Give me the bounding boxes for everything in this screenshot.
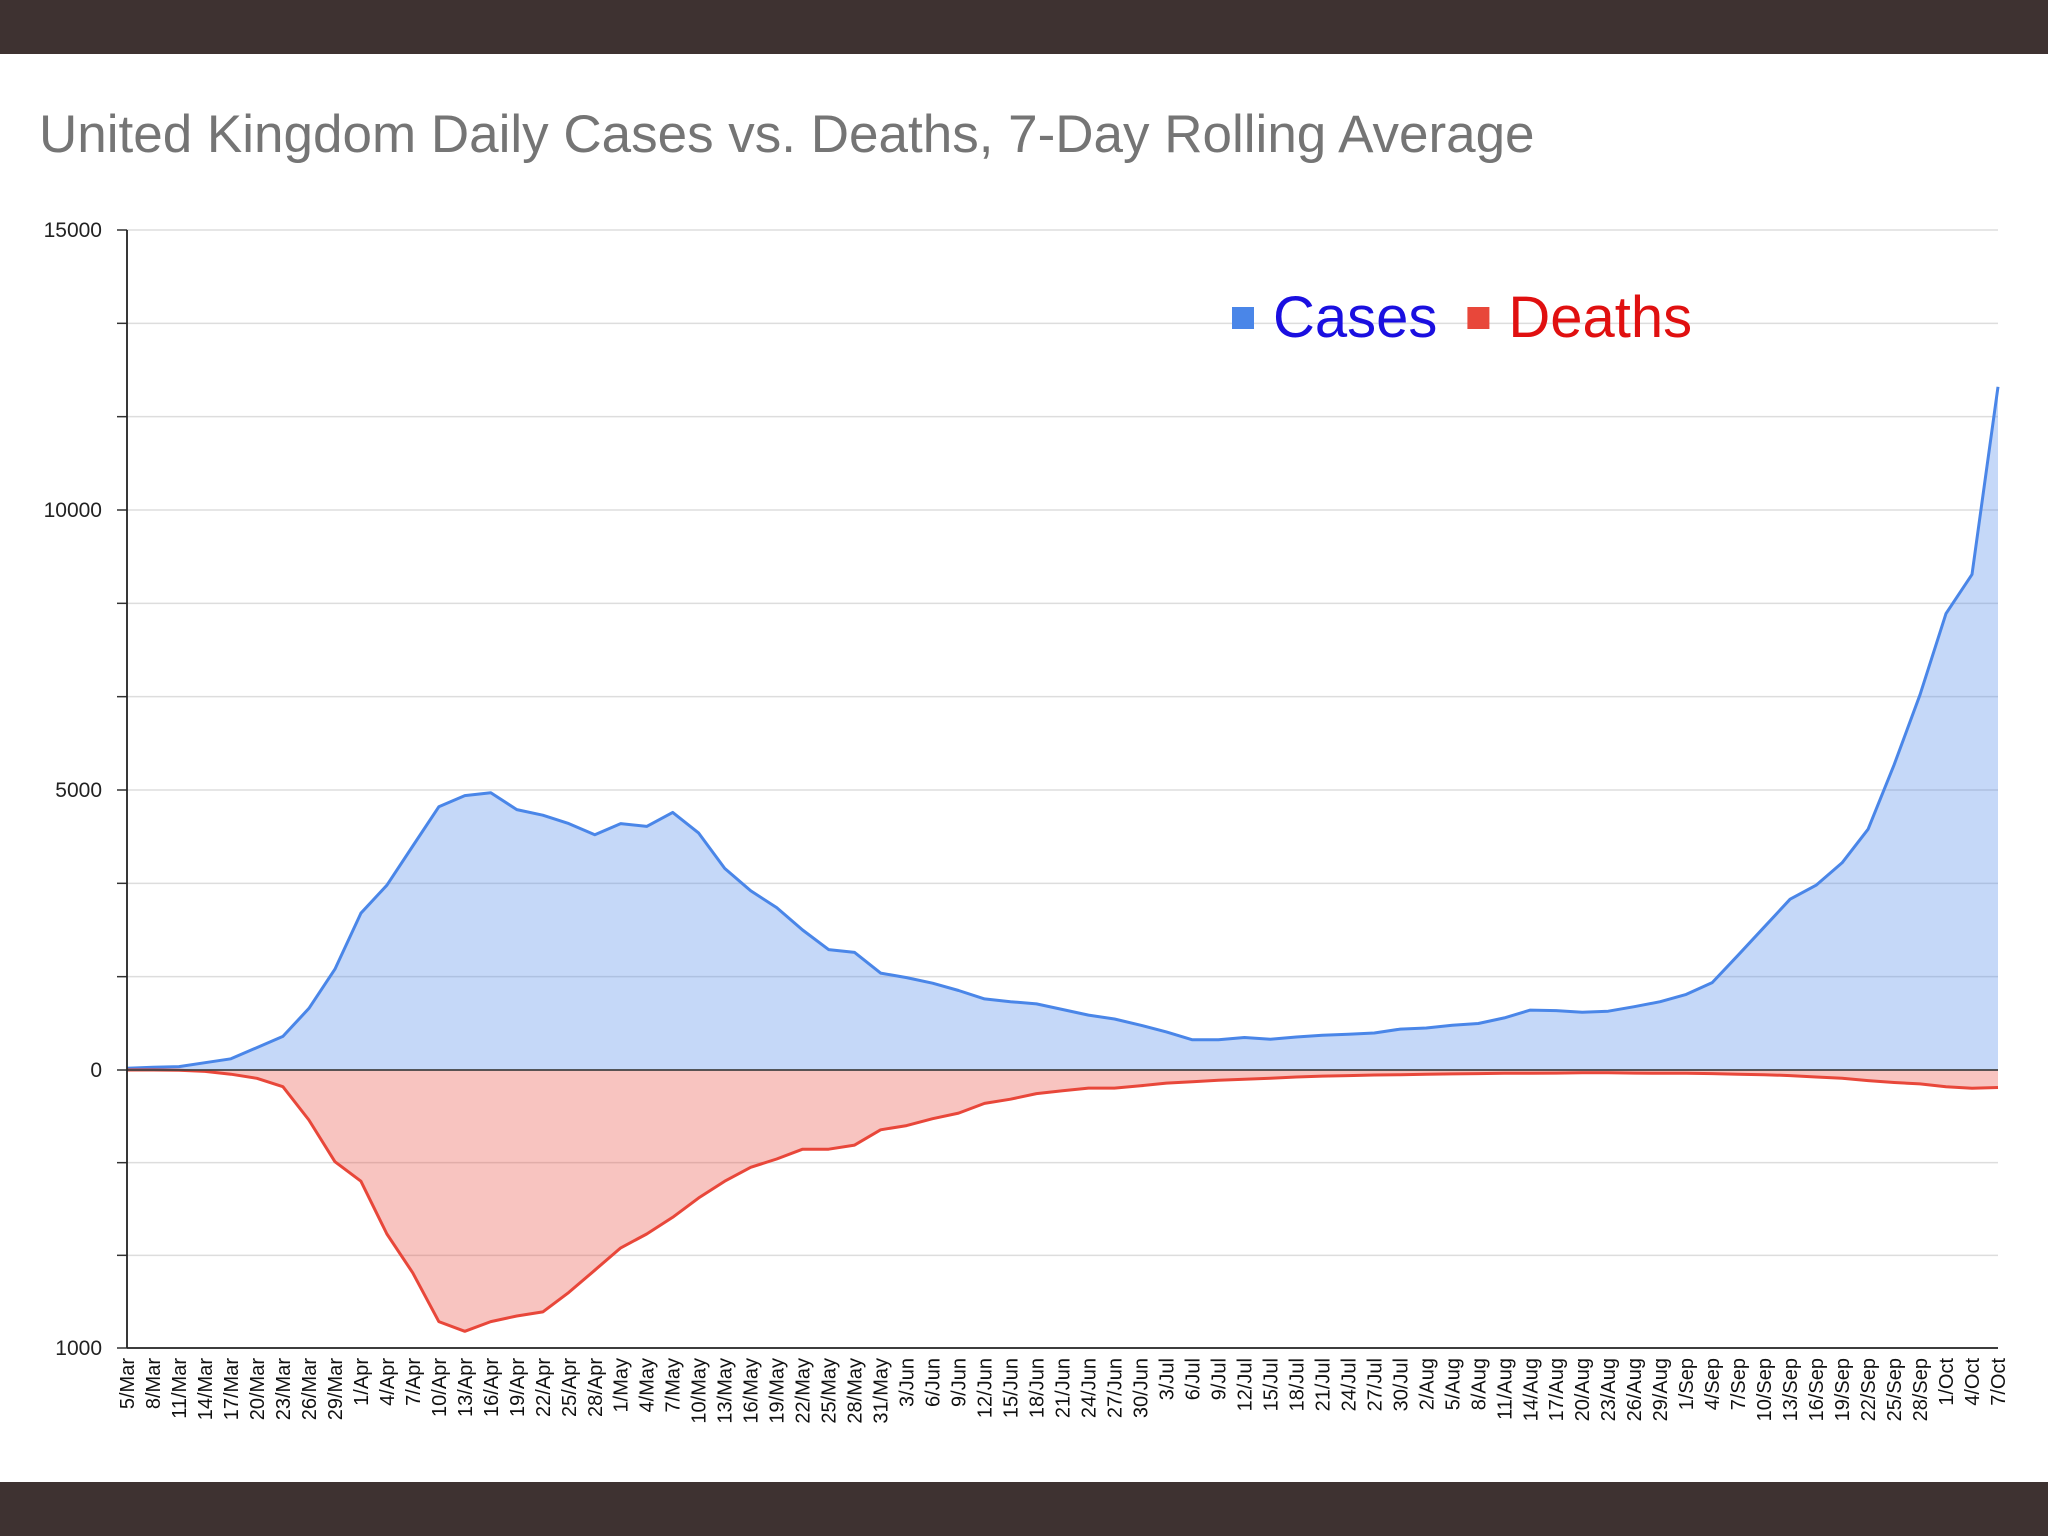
x-tick-label: 7/May — [663, 1358, 685, 1412]
x-tick-label: 7/Apr — [403, 1358, 425, 1406]
x-tick-label: 21/Jun — [1053, 1358, 1075, 1418]
x-tick-label: 9/Jun — [949, 1358, 971, 1407]
x-tick-label: 14/Mar — [195, 1358, 217, 1421]
x-tick-label: 24/Jun — [1079, 1358, 1101, 1418]
x-tick-label: 4/Apr — [377, 1358, 399, 1406]
top-bar — [0, 0, 2048, 54]
x-tick-label: 18/Jun — [1027, 1358, 1049, 1418]
x-tick-label: 26/Aug — [1624, 1358, 1646, 1421]
y-tick-label: 0 — [90, 1059, 102, 1082]
x-tick-label: 25/Apr — [559, 1358, 581, 1417]
x-tick-label: 27/Jul — [1364, 1358, 1386, 1411]
area-line — [127, 1068, 1999, 1333]
x-tick-label: 27/Jun — [1105, 1358, 1127, 1418]
x-tick-label: 10/May — [689, 1358, 711, 1424]
x-tick-label: 19/May — [767, 1358, 789, 1424]
x-tick-label: 23/Aug — [1598, 1358, 1620, 1421]
x-tick-label: 19/Apr — [507, 1358, 529, 1417]
x-tick-label: 15/Jul — [1260, 1358, 1282, 1411]
x-tick-label: 4/May — [637, 1358, 659, 1412]
x-tick-label: 1/Sep — [1676, 1358, 1698, 1410]
x-tick-label: 16/May — [741, 1358, 763, 1424]
x-tick-label: 13/Sep — [1780, 1358, 1802, 1421]
x-tick-label: 3/Jul — [1156, 1358, 1178, 1400]
x-tick-label: 7/Sep — [1728, 1358, 1750, 1410]
x-tick-label: 8/Mar — [143, 1358, 165, 1409]
x-tick-label: 5/Aug — [1442, 1358, 1464, 1410]
x-tick-label: 11/Mar — [169, 1358, 191, 1419]
x-tick-label: 26/Mar — [299, 1358, 321, 1421]
area-fill — [127, 386, 1998, 1070]
x-tick-label: 29/Aug — [1650, 1358, 1672, 1421]
x-tick-label: 4/Oct — [1962, 1358, 1984, 1406]
y-tick-label: 15000 — [44, 219, 102, 242]
x-tick-label: 19/Sep — [1832, 1358, 1854, 1421]
area-fill — [127, 1070, 1998, 1332]
x-tick-label: 14/Aug — [1520, 1358, 1542, 1421]
x-tick-label: 28/Apr — [585, 1358, 607, 1417]
x-tick-label: 13/Apr — [455, 1358, 477, 1417]
x-tick-label: 23/Mar — [273, 1358, 295, 1421]
x-tick-label: 20/Aug — [1572, 1358, 1594, 1421]
x-tick-label: 2/Aug — [1416, 1358, 1438, 1410]
x-tick-label: 17/Mar — [221, 1358, 243, 1421]
x-tick-label: 1/Apr — [351, 1358, 373, 1406]
area-line — [126, 386, 2000, 1070]
x-tick-label: 12/Jun — [975, 1358, 997, 1418]
x-tick-label: 18/Jul — [1286, 1358, 1308, 1411]
x-tick-label: 29/Mar — [325, 1358, 347, 1421]
x-tick-label: 24/Jul — [1338, 1358, 1360, 1411]
x-tick-label: 22/May — [793, 1358, 815, 1424]
x-tick-label: 7/Oct — [1988, 1358, 2010, 1406]
x-tick-label: 28/Sep — [1910, 1358, 1932, 1421]
x-tick-label: 4/Sep — [1702, 1358, 1724, 1410]
legend-swatch — [1232, 307, 1254, 329]
legend-swatch — [1467, 307, 1490, 329]
x-tick-label: 9/Jul — [1208, 1358, 1230, 1400]
legend-label: Cases — [1273, 285, 1437, 350]
x-tick-label: 5/Mar — [117, 1358, 139, 1409]
x-tick-label: 16/Sep — [1806, 1358, 1828, 1421]
x-tick-label: 6/Jun — [923, 1358, 945, 1407]
bottom-bar — [0, 1482, 2048, 1536]
x-tick-label: 22/Sep — [1858, 1358, 1880, 1421]
x-tick-label: 11/Aug — [1494, 1358, 1516, 1420]
x-tick-label: 1/May — [611, 1358, 633, 1412]
x-tick-label: 6/Jul — [1182, 1358, 1204, 1400]
x-tick-label: 28/May — [845, 1358, 867, 1424]
x-tick-label: 16/Apr — [481, 1358, 503, 1417]
x-tick-label: 20/Mar — [247, 1358, 269, 1421]
x-tick-label: 8/Aug — [1468, 1358, 1490, 1410]
legend-label: Deaths — [1508, 285, 1692, 350]
x-tick-label: 12/Jul — [1234, 1358, 1256, 1411]
x-tick-label: 10/Apr — [429, 1358, 451, 1417]
y-tick-label: 10000 — [44, 499, 102, 522]
x-tick-label: 15/Jun — [1001, 1358, 1023, 1418]
x-tick-label: 22/Apr — [533, 1358, 555, 1417]
x-tick-label: 31/May — [871, 1358, 893, 1424]
x-tick-label: 17/Aug — [1546, 1358, 1568, 1421]
x-tick-label: 30/Jul — [1390, 1358, 1412, 1411]
x-tick-label: 21/Jul — [1312, 1358, 1334, 1411]
x-tick-label: 25/Sep — [1884, 1358, 1906, 1421]
x-tick-label: 25/May — [819, 1358, 841, 1424]
x-tick-label: 13/May — [715, 1358, 737, 1424]
x-tick-label: 30/Jun — [1131, 1358, 1153, 1418]
chart-title: United Kingdom Daily Cases vs. Deaths, 7… — [39, 105, 1535, 164]
x-tick-label: 10/Sep — [1754, 1358, 1776, 1421]
x-tick-label: 1/Oct — [1936, 1358, 1958, 1406]
y-tick-label: 1000 — [55, 1337, 102, 1360]
y-tick-label: 5000 — [55, 779, 102, 802]
x-tick-label: 3/Jun — [897, 1358, 919, 1407]
